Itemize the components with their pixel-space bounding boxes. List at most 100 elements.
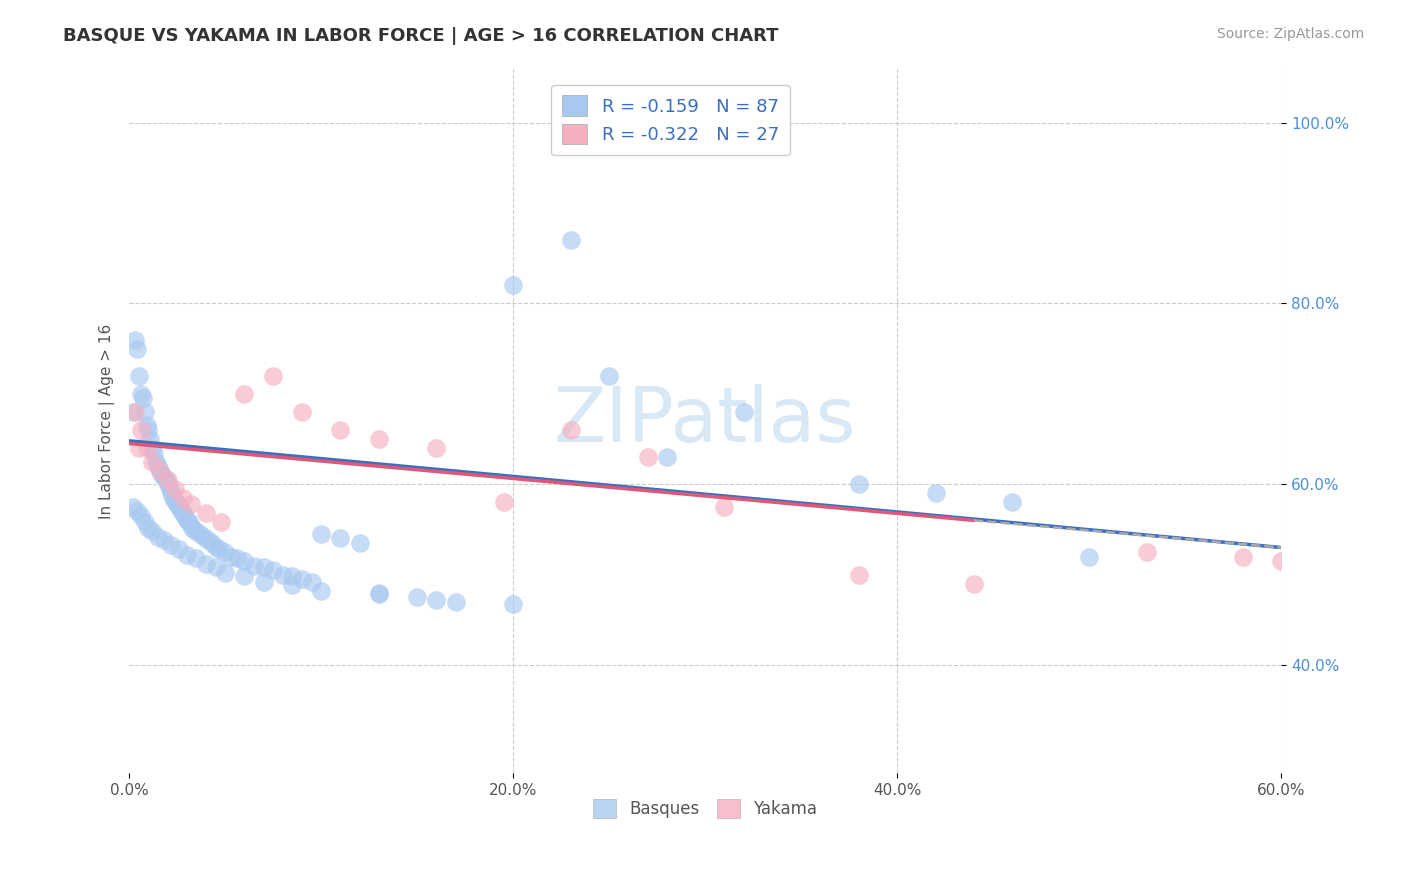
Point [848,477,870,491]
Point [1136,545,1159,559]
Point [848,567,870,582]
Point [367,587,389,601]
Point [135,418,157,433]
Point [143,445,166,459]
Point [181,523,204,537]
Point [125,504,148,518]
Point [329,423,352,437]
Legend: Basques, Yakama: Basques, Yakama [586,792,824,825]
Point [492,495,515,509]
Point [560,233,582,247]
Point [713,500,735,514]
Point [425,593,447,607]
Point [243,558,266,573]
Point [141,524,163,539]
Point [209,515,232,529]
Point [225,551,247,566]
Point [219,549,242,564]
Point [444,595,467,609]
Point [149,464,172,478]
Point [1078,549,1101,564]
Point [146,459,169,474]
Point [301,574,323,589]
Point [188,527,211,541]
Point [153,470,176,484]
Point [139,432,162,446]
Point [170,504,193,518]
Point [598,368,620,383]
Point [1270,554,1292,568]
Point [165,493,187,508]
Point [128,368,150,383]
Point [172,491,194,505]
Point [655,450,678,464]
Point [165,482,187,496]
Point [406,591,429,605]
Point [141,441,163,455]
Point [141,455,163,469]
Point [637,450,659,464]
Point [135,441,157,455]
Point [201,536,224,550]
Point [193,530,215,544]
Point [162,491,184,505]
Point [349,536,371,550]
Point [174,509,197,524]
Point [124,333,146,347]
Point [214,566,236,580]
Point [160,538,183,552]
Point [924,486,946,500]
Point [128,441,150,455]
Point [122,405,145,419]
Point [204,560,226,574]
Y-axis label: In Labor Force | Age > 16: In Labor Force | Age > 16 [100,324,115,518]
Point [156,477,179,491]
Point [233,387,256,401]
Point [149,464,172,478]
Point [204,541,226,555]
Point [134,515,156,529]
Point [195,506,218,520]
Point [138,423,160,437]
Point [329,532,352,546]
Point [502,278,524,293]
Point [208,542,231,557]
Point [122,500,145,514]
Point [197,533,219,548]
Point [129,423,152,437]
Point [129,508,152,523]
Point [560,423,582,437]
Point [291,572,314,586]
Text: ZIPatlas: ZIPatlas [554,384,856,458]
Point [155,473,177,487]
Point [271,567,294,582]
Point [129,387,152,401]
Point [124,405,146,419]
Point [180,518,202,533]
Point [156,473,179,487]
Text: Source: ZipAtlas.com: Source: ZipAtlas.com [1216,27,1364,41]
Point [309,527,332,541]
Point [145,455,167,469]
Point [167,500,190,514]
Point [367,585,389,599]
Point [502,597,524,611]
Point [134,405,156,419]
Point [167,542,190,557]
Point [309,583,332,598]
Point [153,533,176,548]
Point [1001,495,1024,509]
Point [281,578,304,592]
Point [159,482,181,496]
Point [146,530,169,544]
Point [176,513,198,527]
Point [253,574,276,589]
Point [367,432,389,446]
Point [172,506,194,520]
Point [150,468,173,483]
Point [125,342,148,356]
Point [176,548,198,562]
Point [131,392,153,406]
Point [253,560,276,574]
Point [186,524,208,539]
